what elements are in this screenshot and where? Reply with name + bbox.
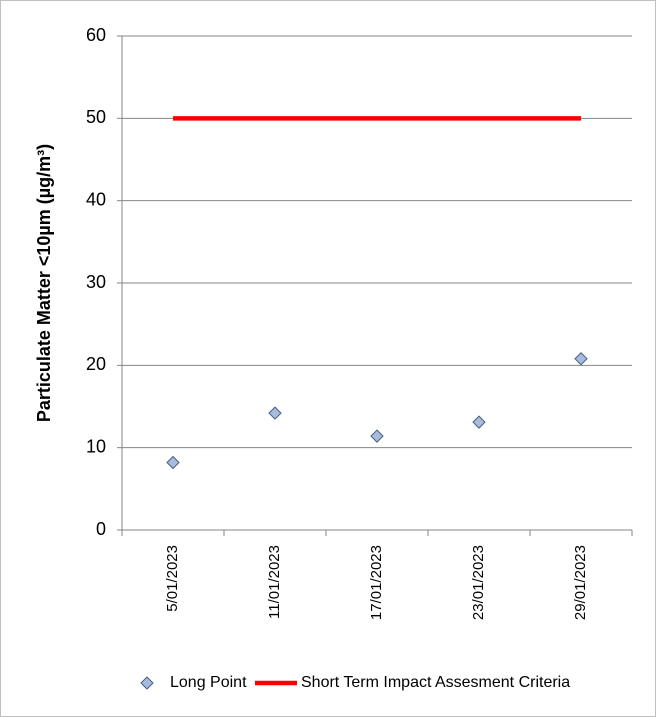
y-axis-label: Particulate Matter <10µm (µg/m³) [34, 144, 54, 422]
x-tick-label: 5/01/2023 [164, 545, 181, 612]
y-tick-label: 40 [86, 189, 106, 209]
legend-label: Short Term Impact Assesment Criteria [301, 674, 570, 691]
x-tick-label: 17/01/2023 [368, 545, 385, 620]
y-tick-label: 60 [86, 25, 106, 45]
legend-label: Long Point [170, 674, 247, 691]
x-tick-label: 11/01/2023 [266, 545, 283, 619]
y-tick-label: 50 [86, 107, 106, 127]
y-tick-label: 10 [86, 436, 106, 456]
y-tick-label: 0 [96, 519, 106, 539]
data-point [268, 406, 282, 420]
y-tick-label: 30 [86, 272, 106, 292]
data-point [166, 455, 180, 470]
x-tick-label: 29/01/2023 [572, 545, 589, 620]
data-point [370, 429, 384, 443]
data-point [574, 352, 588, 366]
x-tick-label: 23/01/2023 [470, 545, 487, 620]
legend-swatch [140, 676, 154, 690]
y-tick-label: 20 [86, 354, 106, 374]
data-point [472, 415, 486, 429]
